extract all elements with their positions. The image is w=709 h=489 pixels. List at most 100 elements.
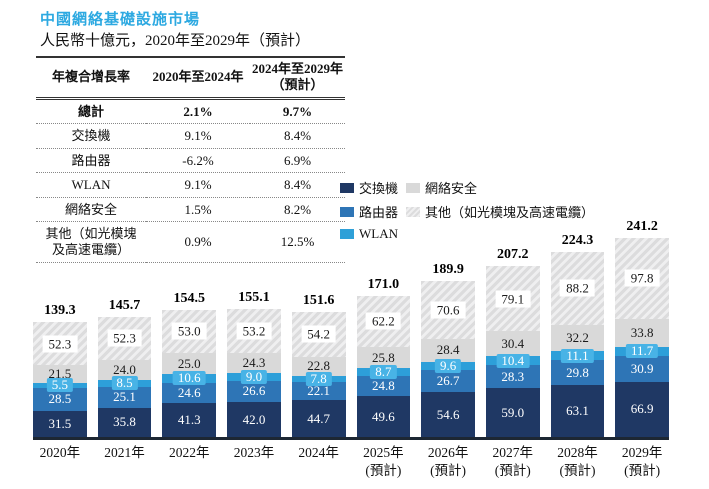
legend-label: 路由器 xyxy=(359,205,399,220)
x-axis-line xyxy=(33,437,669,440)
segment-other: 88.2 xyxy=(550,251,605,325)
segment-security: 25.8 xyxy=(356,347,411,369)
segment-value-label: 79.1 xyxy=(495,290,531,308)
cagr-table: 年複合增長率 2020年至2024年 2024年至2029年 （預計） 總計 2.… xyxy=(36,56,345,263)
segment-switch: 63.1 xyxy=(550,384,605,437)
lightblue-swatch-icon xyxy=(340,229,354,239)
segment-value-label: 62.2 xyxy=(365,312,401,330)
segment-value-label: 25.0 xyxy=(177,355,201,371)
cagr-2020-2024-value: 9.1% xyxy=(146,123,250,149)
segment-value-label: 24.0 xyxy=(113,361,136,377)
row-label: 其他（如光模塊 及高速電纜） xyxy=(36,221,146,263)
segment-value-label: 28.5 xyxy=(48,391,72,407)
bar-total-label: 189.9 xyxy=(432,261,464,277)
segment-value-label: 44.7 xyxy=(307,410,331,426)
stacked-bar: 54.2 22.8 7.8 22.1 44.7 xyxy=(291,312,346,437)
bar-column: 151.6 54.2 22.8 7.8 22.1 44.7 xyxy=(291,293,346,437)
x-axis-label: 2029年 (預計) xyxy=(615,444,669,480)
legend-item: 路由器 xyxy=(340,202,406,221)
x-axis-label: 2027年 (預計) xyxy=(486,444,540,480)
cagr-2020-2024-value: -6.2% xyxy=(146,148,250,174)
bar-column: 155.1 53.2 24.3 9.0 26.6 42.0 xyxy=(227,290,281,437)
segment-value-label: 11.1 xyxy=(561,348,594,363)
row-label: 總計 xyxy=(36,98,146,125)
col-header-period2: 2024年至2029年 （預計） xyxy=(250,56,345,100)
segment-other: 52.3 xyxy=(97,316,152,361)
cagr-2024-2029-value: 9.7% xyxy=(250,98,345,125)
col-header-period1: 2020年至2024年 xyxy=(146,56,250,100)
year-label: 2021年 xyxy=(104,445,145,460)
forecast-note: (預計) xyxy=(430,463,467,479)
segment-switch: 59.0 xyxy=(485,388,540,437)
blue-swatch-icon xyxy=(340,206,354,217)
legend-item: 交換機 xyxy=(340,178,406,197)
bar-total-label: 139.3 xyxy=(44,303,76,319)
cagr-2024-2029-value: 8.2% xyxy=(250,197,345,223)
segment-other: 97.8 xyxy=(615,238,670,319)
segment-switch: 41.3 xyxy=(162,402,217,437)
year-label: 2024年 xyxy=(298,445,339,460)
cagr-2020-2024-value: 2.1% xyxy=(146,98,250,125)
segment-value-label: 52.3 xyxy=(107,329,142,347)
segment-value-label: 30.4 xyxy=(501,335,525,351)
segment-router: 30.9 xyxy=(615,356,670,382)
segment-router: 26.6 xyxy=(227,380,281,403)
segment-wlan: 8.5 xyxy=(97,376,152,391)
segment-router: 28.3 xyxy=(485,365,540,389)
legend-item: 網絡安全 xyxy=(406,178,594,197)
stacked-bar-chart: 139.3 52.3 21.5 5.5 28.5 31.5 145.7 52.3 24.0 8.5… xyxy=(33,212,670,437)
segment-value-label: 53.2 xyxy=(236,322,272,340)
stacked-bar: 97.8 33.8 11.7 30.9 66.9 xyxy=(615,238,670,437)
row-label: 網絡安全 xyxy=(36,197,146,223)
segment-value-label: 35.8 xyxy=(113,414,136,430)
segment-value-label: 10.6 xyxy=(172,371,206,386)
segment-switch: 66.9 xyxy=(615,381,670,437)
segment-switch: 35.8 xyxy=(97,407,152,437)
segment-value-label: 8.5 xyxy=(111,376,138,391)
bar-total-label: 224.3 xyxy=(561,232,594,248)
cagr-2024-2029-value: 8.4% xyxy=(250,123,345,149)
segment-router: 25.1 xyxy=(97,386,152,408)
segment-value-label: 8.7 xyxy=(370,365,397,380)
segment-value-label: 10.4 xyxy=(496,353,530,368)
segment-value-label: 26.7 xyxy=(436,373,460,388)
segment-value-label: 28.4 xyxy=(436,342,460,358)
segment-value-label: 22.1 xyxy=(307,383,331,399)
bar-total-label: 207.2 xyxy=(497,247,529,263)
segment-security: 28.4 xyxy=(421,338,475,363)
bar-column: 171.0 62.2 25.8 8.7 24.8 49.6 xyxy=(356,277,411,437)
bar-column: 241.2 97.8 33.8 11.7 30.9 66.9 xyxy=(615,219,670,437)
legend-label: 網絡安全 xyxy=(425,181,478,196)
segment-value-label: 24.3 xyxy=(242,355,266,371)
segment-value-label: 88.2 xyxy=(560,279,595,297)
segment-value-label: 7.8 xyxy=(305,371,332,386)
segment-wlan: 11.7 xyxy=(615,344,670,359)
legend-item: WLAN xyxy=(340,226,406,242)
cagr-table-row: 路由器 -6.2% 6.9% xyxy=(36,148,345,174)
chart-legend: 交換機 網絡安全路由器 其他（如光模塊及高速電纜） WLAN xyxy=(340,178,594,242)
cagr-table-row: 總計 2.1% 9.7% xyxy=(36,98,345,125)
x-axis-labels: 2020年 2021年 2022年 2023年 2024年 2025年 (預計) 2026年 (… xyxy=(33,444,669,480)
segment-value-label: 31.5 xyxy=(48,416,72,431)
segment-switch: 42.0 xyxy=(227,402,281,437)
row-label-line1: 其他（如光模塊 xyxy=(45,226,137,242)
segment-security: 24.0 xyxy=(97,360,152,380)
segment-other: 52.3 xyxy=(33,322,87,366)
cagr-2024-2029-value: 8.4% xyxy=(250,172,345,198)
segment-value-label: 42.0 xyxy=(242,411,266,427)
segment-other: 79.1 xyxy=(485,266,540,332)
segment-other: 53.2 xyxy=(227,309,281,354)
year-label: 2029年 xyxy=(621,445,663,460)
segment-value-label: 25.8 xyxy=(371,349,395,365)
segment-other: 53.0 xyxy=(162,309,217,354)
segment-value-label: 54.2 xyxy=(301,325,337,343)
cagr-2020-2024-value: 0.9% xyxy=(146,221,250,263)
segment-router: 29.8 xyxy=(550,360,605,385)
segment-value-label: 30.9 xyxy=(630,361,654,377)
cagr-2020-2024-value: 9.1% xyxy=(146,172,250,198)
legend-label: 其他（如光模塊及高速電纜） xyxy=(425,205,595,220)
segment-value-label: 26.6 xyxy=(242,383,266,399)
segment-value-label: 5.5 xyxy=(46,378,73,393)
segment-value-label: 63.1 xyxy=(566,402,589,418)
